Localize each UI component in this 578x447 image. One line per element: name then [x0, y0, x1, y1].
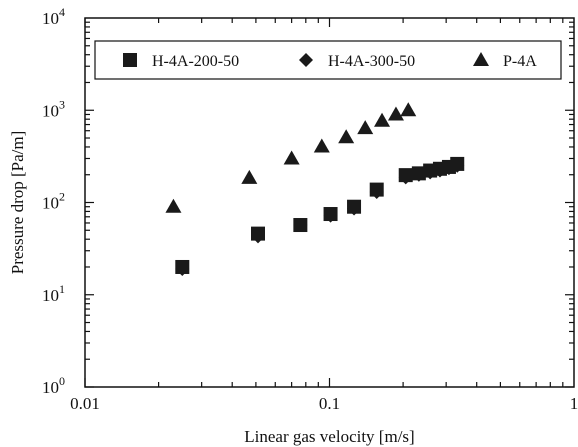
legend-diamond-marker	[299, 53, 313, 67]
triangle-marker	[357, 120, 374, 135]
y-tick-base: 10	[42, 286, 59, 305]
square-marker	[398, 168, 413, 183]
y-axis-label: Pressure drop [Pa/m]	[8, 131, 27, 275]
y-tick-base: 10	[42, 9, 59, 28]
triangle-marker	[313, 138, 330, 153]
square-marker	[323, 207, 338, 222]
y-tick-base: 10	[42, 378, 59, 397]
x-axis-ticks: 0.01 0.1 1	[70, 18, 578, 413]
y-tick-exponent: 1	[59, 282, 65, 296]
y-tick-base: 10	[42, 194, 59, 213]
y-tick-label: 103	[42, 97, 65, 120]
legend: H-4A-200-50 H-4A-300-50 P-4A	[94, 40, 562, 80]
y-tick-label: 101	[42, 282, 65, 305]
triangle-marker	[374, 112, 391, 127]
x-tick-label: 0.01	[70, 394, 100, 413]
legend-label: H-4A-200-50	[152, 53, 239, 70]
triangle-marker	[283, 150, 300, 165]
triangle-marker	[165, 198, 182, 213]
triangle-marker	[338, 129, 355, 144]
square-marker	[411, 166, 426, 181]
square-marker	[369, 182, 384, 197]
data-markers	[165, 102, 465, 277]
legend-square-marker	[123, 53, 137, 67]
legend-label: P-4A	[503, 53, 537, 70]
y-tick-exponent: 2	[59, 190, 65, 204]
triangle-marker	[387, 106, 404, 121]
square-marker	[450, 156, 465, 171]
x-axis-label: Linear gas velocity [m/s]	[244, 427, 414, 446]
square-marker	[347, 199, 362, 214]
x-tick-label: 0.1	[319, 394, 340, 413]
y-tick-base: 10	[42, 101, 59, 120]
triangle-marker	[241, 169, 258, 184]
triangle-marker	[400, 102, 417, 117]
y-tick-label: 102	[42, 190, 65, 213]
y-tick-exponent: 4	[59, 5, 65, 19]
square-marker	[175, 259, 190, 274]
legend-triangle-marker	[473, 52, 489, 66]
legend-label: H-4A-300-50	[328, 53, 415, 70]
y-tick-label: 104	[42, 5, 65, 28]
y-tick-label: 100	[42, 374, 65, 397]
square-marker	[251, 226, 266, 241]
y-tick-exponent: 0	[59, 374, 65, 388]
y-tick-exponent: 3	[59, 97, 65, 111]
x-tick-label: 1	[570, 394, 578, 413]
square-marker	[293, 218, 308, 233]
